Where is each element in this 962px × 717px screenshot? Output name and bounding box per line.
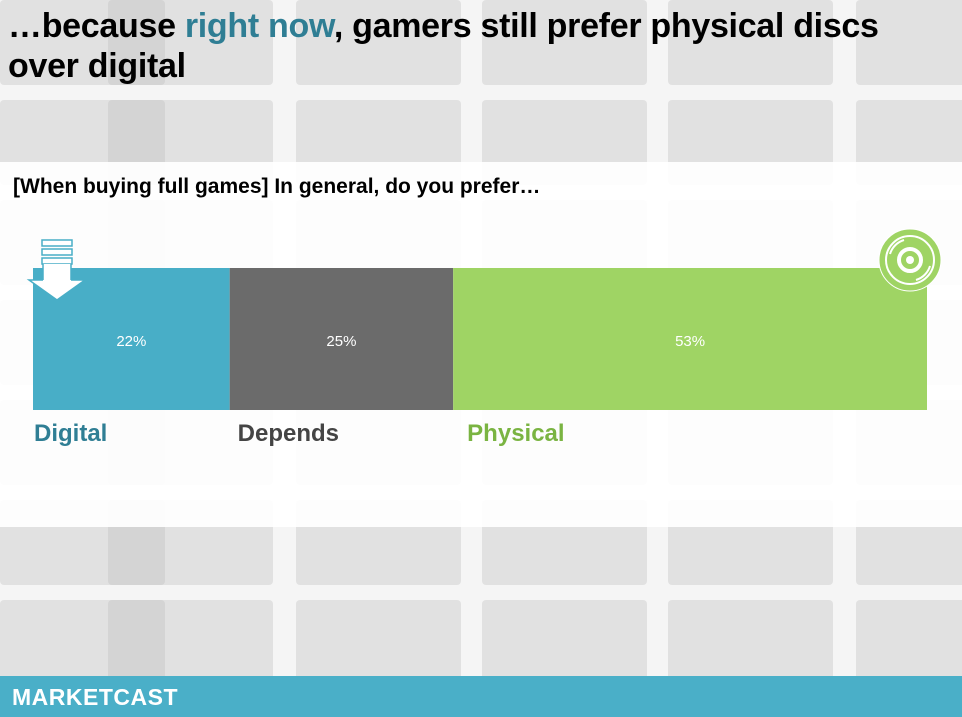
page-title: …because right now, gamers still prefer … <box>8 6 908 86</box>
title-pre: …because <box>8 7 185 45</box>
survey-question: [When buying full games] In general, do … <box>13 175 541 198</box>
chart-panel <box>0 162 962 527</box>
marketcast-logo: MARKETCAST <box>12 684 178 710</box>
title-post: , gamers still prefer physical discs ove… <box>8 7 879 85</box>
footer-bar: MARKETCAST <box>0 676 962 717</box>
title-highlight: right now <box>184 7 334 45</box>
